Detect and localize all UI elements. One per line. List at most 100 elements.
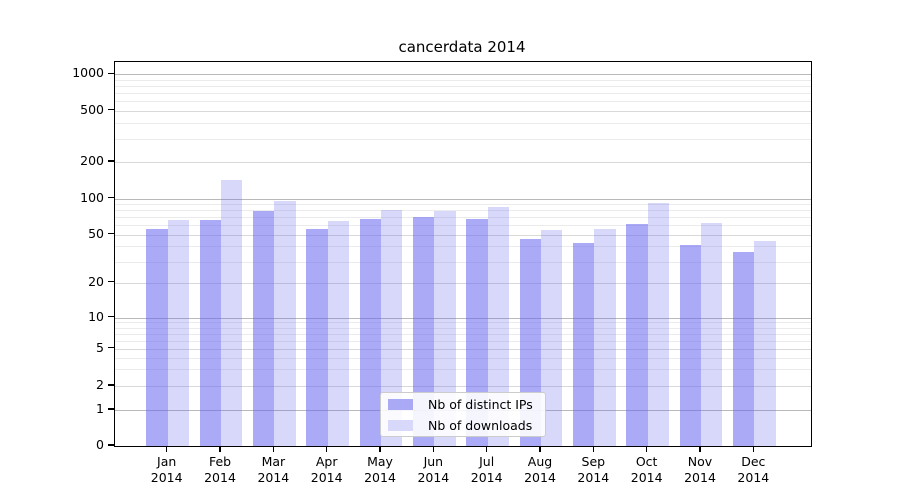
y-axis-tick-mark bbox=[108, 108, 114, 111]
bar-downloads-sep bbox=[594, 228, 616, 446]
gridline bbox=[115, 282, 811, 284]
y-axis-tick-mark bbox=[108, 444, 114, 446]
gridline-minor bbox=[115, 261, 811, 263]
legend-label: Nb of distinct IPs bbox=[428, 396, 533, 412]
y-axis-tick-label: 20 bbox=[88, 273, 104, 289]
gridline-minor bbox=[115, 210, 811, 212]
y-axis-tick-label: 5 bbox=[96, 339, 104, 355]
gridline-minor bbox=[115, 246, 811, 248]
gridline-minor bbox=[115, 123, 811, 125]
gridline-minor bbox=[115, 204, 811, 206]
x-axis-tick-label: Jan 2014 bbox=[150, 454, 183, 485]
y-axis-tick-label: 0 bbox=[96, 437, 104, 452]
bar-distinct-ips-mar bbox=[252, 210, 275, 446]
y-axis-tick-label: 1000 bbox=[72, 65, 104, 81]
gridline-minor bbox=[115, 333, 811, 335]
x-axis-tick-label: Jul 2014 bbox=[470, 454, 503, 485]
gridline-minor bbox=[115, 101, 811, 103]
y-axis-tick-mark bbox=[108, 408, 114, 410]
gridline-minor bbox=[115, 340, 811, 342]
gridline bbox=[115, 110, 811, 112]
x-axis-tick-label: Feb 2014 bbox=[204, 454, 236, 485]
y-axis-tick-mark bbox=[108, 72, 114, 74]
gridline-minor bbox=[115, 79, 811, 81]
gridline bbox=[115, 234, 811, 236]
bar-distinct-ips-feb bbox=[199, 219, 222, 446]
gridline-major bbox=[115, 198, 811, 200]
x-axis-tick-mark bbox=[592, 446, 595, 452]
x-axis-tick-mark bbox=[539, 446, 541, 452]
legend-item: Nb of distinct IPs bbox=[381, 395, 545, 414]
gridline-minor bbox=[115, 225, 811, 227]
x-axis-tick-mark bbox=[166, 446, 168, 452]
gridline bbox=[115, 386, 811, 387]
gridline-minor bbox=[115, 217, 811, 219]
bar-downloads-may bbox=[381, 209, 403, 446]
gridline-minor bbox=[115, 139, 811, 141]
y-axis-tick-label: 10 bbox=[88, 308, 104, 324]
y-axis-tick-mark bbox=[108, 281, 114, 283]
y-axis-tick-mark bbox=[108, 197, 114, 199]
bar-distinct-ips-nov bbox=[679, 245, 701, 446]
y-axis-tick-mark bbox=[108, 384, 114, 386]
x-axis-tick-label: Sep 2014 bbox=[577, 454, 610, 485]
plot-area: Nb of distinct IPs Nb of downloads bbox=[114, 61, 812, 447]
x-axis-tick-label: Jun 2014 bbox=[417, 454, 450, 485]
legend-swatch-downloads bbox=[388, 419, 413, 431]
y-axis-tick-label: 2 bbox=[96, 377, 104, 392]
y-axis-tick-label: 100 bbox=[80, 189, 104, 205]
gridline-minor bbox=[115, 85, 811, 87]
y-axis-tick-label: 1 bbox=[96, 401, 104, 416]
x-axis-tick-label: Nov 2014 bbox=[684, 454, 716, 485]
y-axis-tick-label: 500 bbox=[80, 101, 104, 117]
gridline-major bbox=[115, 317, 811, 319]
bar-downloads-nov bbox=[701, 222, 723, 446]
x-axis-tick-mark bbox=[272, 446, 275, 452]
bar-downloads-apr bbox=[327, 221, 350, 446]
bar-distinct-ips-may bbox=[359, 218, 381, 446]
gridline-minor bbox=[115, 357, 811, 359]
gridline-major bbox=[115, 74, 811, 76]
bar-downloads-mar bbox=[274, 201, 296, 446]
x-axis-tick-label: Mar 2014 bbox=[257, 454, 290, 485]
bar-downloads-feb bbox=[221, 180, 243, 446]
bar-downloads-oct bbox=[647, 203, 670, 446]
bar-distinct-ips-apr bbox=[306, 228, 328, 446]
y-axis-tick-mark bbox=[108, 233, 114, 235]
x-axis-tick-mark bbox=[432, 446, 435, 452]
y-axis-tick-mark bbox=[108, 316, 114, 318]
x-axis-tick-label: Apr 2014 bbox=[310, 454, 343, 485]
x-axis-tick-label: Dec 2014 bbox=[737, 454, 770, 485]
y-axis-tick-label: 200 bbox=[80, 153, 104, 168]
gridline-minor bbox=[115, 369, 811, 371]
x-axis-tick-label: Oct 2014 bbox=[630, 454, 663, 485]
legend-swatch-distinct-ips bbox=[388, 398, 413, 410]
bar-downloads-jan bbox=[167, 219, 190, 446]
bar-distinct-ips-oct bbox=[626, 223, 648, 446]
x-axis-tick-label: Aug 2014 bbox=[524, 454, 556, 485]
legend-label: Nb of downloads bbox=[428, 417, 533, 433]
x-axis-tick-mark bbox=[699, 446, 701, 452]
bar-downloads-jul bbox=[487, 207, 510, 446]
bar-downloads-dec bbox=[754, 241, 776, 446]
x-axis-tick-mark bbox=[485, 446, 488, 452]
y-axis-tick-mark bbox=[108, 347, 114, 349]
bar-distinct-ips-jun bbox=[412, 217, 435, 446]
x-axis-tick-mark bbox=[752, 446, 755, 452]
x-axis-tick-mark bbox=[379, 446, 381, 452]
x-axis-tick-label: May 2014 bbox=[364, 454, 396, 485]
bar-downloads-aug bbox=[541, 229, 563, 446]
legend: Nb of distinct IPs Nb of downloads bbox=[380, 392, 546, 437]
x-axis-tick-mark bbox=[219, 446, 221, 452]
chart-title: cancerdata 2014 bbox=[398, 38, 526, 56]
gridline-minor bbox=[115, 322, 811, 324]
bar-distinct-ips-jul bbox=[466, 218, 488, 446]
bar-distinct-ips-dec bbox=[732, 251, 755, 446]
legend-item: Nb of downloads bbox=[381, 416, 545, 435]
bar-distinct-ips-sep bbox=[572, 242, 595, 446]
bar-distinct-ips-jan bbox=[146, 228, 168, 446]
y-axis-tick-mark bbox=[108, 160, 114, 162]
x-axis-tick-mark bbox=[645, 446, 648, 452]
gridline-minor bbox=[115, 327, 811, 329]
